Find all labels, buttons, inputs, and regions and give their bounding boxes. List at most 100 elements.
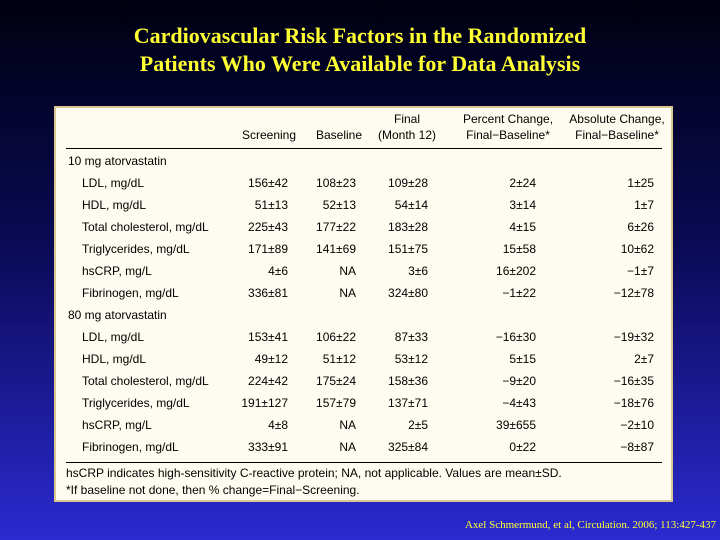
header-divider (66, 148, 662, 149)
table-cell: −4±43 (502, 396, 536, 410)
table-cell: 2±5 (408, 418, 428, 432)
row-label: Fibrinogen, mg/dL (82, 440, 179, 454)
table-header: Screening Baseline Final (Month 12) Perc… (66, 108, 665, 148)
table-cell: 106±22 (316, 330, 356, 344)
table-cell: 3±6 (408, 264, 428, 278)
footnote-abbreviations: hsCRP indicates high-sensitivity C-react… (66, 466, 562, 480)
row-label: HDL, mg/dL (82, 198, 147, 212)
table-row-group-80mg-ldl: LDL, mg/dL 153±41 106±22 87±33 −16±30 −19±32 (66, 326, 662, 348)
group-label-text: 10 mg atorvastatin (68, 154, 167, 168)
table-cell: NA (339, 418, 356, 432)
table-cell: 108±23 (316, 176, 356, 190)
table-cell: −8±87 (620, 440, 654, 454)
table-cell: −12±78 (613, 286, 654, 300)
table-cell: 1±7 (634, 198, 654, 212)
table-cell: NA (339, 440, 356, 454)
slide-title-line2: Patients Who Were Available for Data Ana… (139, 51, 581, 76)
row-label: Triglycerides, mg/dL (82, 242, 190, 256)
table-cell: 151±75 (388, 242, 428, 256)
table-cell: −1±22 (502, 286, 536, 300)
table-cell: 54±14 (394, 198, 428, 212)
table-cell: −16±30 (495, 330, 536, 344)
table-cell: 171±89 (248, 242, 288, 256)
group-80mg-label: 80 mg atorvastatin (66, 304, 662, 326)
table-cell: 153±41 (248, 330, 288, 344)
table-row-group-10mg-triglycerides: Triglycerides, mg/dL 171±89 141±69 151±75 15… (66, 238, 662, 260)
group-label-text: 80 mg atorvastatin (68, 308, 167, 322)
table-row-group-10mg-total-cholesterol: Total cholesterol, mg/dL 225±43 177±22 183±… (66, 216, 662, 238)
row-label: hsCRP, mg/L (82, 418, 152, 432)
table-cell: 53±12 (394, 352, 428, 366)
table-cell: −19±32 (613, 330, 654, 344)
row-label: Total cholesterol, mg/dL (82, 374, 209, 388)
table-cell: 324±80 (388, 286, 428, 300)
row-label: LDL, mg/dL (82, 330, 145, 344)
table-row-group-10mg-hdl: HDL, mg/dL 51±13 52±13 54±14 3±14 1±7 (66, 194, 662, 216)
table-row-group-80mg-total-cholesterol: Total cholesterol, mg/dL 224±42 175±24 158±… (66, 370, 662, 392)
row-label: Fibrinogen, mg/dL (82, 286, 179, 300)
table-cell: 51±12 (322, 352, 356, 366)
table-cell: 336±81 (248, 286, 288, 300)
table-cell: 51±13 (254, 198, 288, 212)
table-cell: 4±8 (268, 418, 288, 432)
footnote-baseline: *If baseline not done, then % change=Fin… (66, 483, 360, 497)
table-cell: 2±24 (509, 176, 536, 190)
table-cell: −18±76 (613, 396, 654, 410)
table-cell: −1±7 (627, 264, 654, 278)
header-percent-change-line2: Final−Baseline* (466, 128, 550, 142)
slide-title-line1: Cardiovascular Risk Factors in the Rando… (133, 23, 587, 48)
table-row-group-80mg-hdl: HDL, mg/dL 49±12 51±12 53±12 5±15 2±7 (66, 348, 662, 370)
row-label: hsCRP, mg/L (82, 264, 152, 278)
table-cell: 156±42 (248, 176, 288, 190)
header-final-line2: (Month 12) (377, 128, 437, 142)
table-cell: 4±15 (509, 220, 536, 234)
header-percent-change-line1: Percent Change, (462, 112, 554, 126)
table-cell: 141±69 (316, 242, 356, 256)
table-row-group-10mg-ldl: LDL, mg/dL 156±42 108±23 109±28 2±24 1±25 (66, 172, 662, 194)
table-cell: 325±84 (388, 440, 428, 454)
header-absolute-change-line1: Absolute Change, (569, 112, 665, 126)
table-cell: 183±28 (388, 220, 428, 234)
header-absolute-change-line2: Final−Baseline* (575, 128, 659, 142)
table-cell: 157±79 (316, 396, 356, 410)
header-baseline: Baseline (315, 128, 363, 142)
group-10mg-label: 10 mg atorvastatin (66, 150, 662, 172)
table-cell: 109±28 (388, 176, 428, 190)
table-cell: 137±71 (388, 396, 428, 410)
table-panel: Screening Baseline Final (Month 12) Perc… (54, 106, 673, 502)
table-cell: −2±10 (620, 418, 654, 432)
table-cell: 158±36 (388, 374, 428, 388)
table-cell: 52±13 (322, 198, 356, 212)
table-cell: 191±127 (241, 396, 288, 410)
table-cell: NA (339, 264, 356, 278)
table-cell: 6±26 (627, 220, 654, 234)
header-screening: Screening (241, 128, 297, 142)
table-cell: 333±91 (248, 440, 288, 454)
table-cell: 2±7 (634, 352, 654, 366)
table-cell: −9±20 (502, 374, 536, 388)
table-cell: NA (339, 286, 356, 300)
row-label: Triglycerides, mg/dL (82, 396, 190, 410)
table-cell: 16±202 (496, 264, 536, 278)
table-row-group-80mg-triglycerides: Triglycerides, mg/dL 191±127 157±79 137±71 −… (66, 392, 662, 414)
table-cell: 39±655 (496, 418, 536, 432)
table-row-group-10mg-fibrinogen: Fibrinogen, mg/dL 336±81 NA 324±80 −1±22 −12±… (66, 282, 662, 304)
table-row-group-80mg-fibrinogen: Fibrinogen, mg/dL 333±91 NA 325±84 0±22 −8±87 (66, 436, 662, 458)
table-cell: 175±24 (316, 374, 356, 388)
table-cell: 0±22 (509, 440, 536, 454)
table-cell: 5±15 (509, 352, 536, 366)
table-cell: 224±42 (248, 374, 288, 388)
table-cell: 87±33 (394, 330, 428, 344)
table-cell: 3±14 (509, 198, 536, 212)
table-cell: −16±35 (613, 374, 654, 388)
table-cell: 225±43 (248, 220, 288, 234)
citation: Axel Schmermund, et al, Circulation. 200… (464, 519, 716, 531)
slide-title: Cardiovascular Risk Factors in the Rando… (0, 22, 720, 78)
table-row-group-80mg-hscrp: hsCRP, mg/L 4±8 NA 2±5 39±655 −2±10 (66, 414, 662, 436)
table-row-group-10mg-hscrp: hsCRP, mg/L 4±6 NA 3±6 16±202 −1±7 (66, 260, 662, 282)
table-cell: 1±25 (627, 176, 654, 190)
row-label: LDL, mg/dL (82, 176, 145, 190)
table-cell: 10±62 (620, 242, 654, 256)
footer-divider (66, 462, 662, 463)
row-label: Total cholesterol, mg/dL (82, 220, 209, 234)
